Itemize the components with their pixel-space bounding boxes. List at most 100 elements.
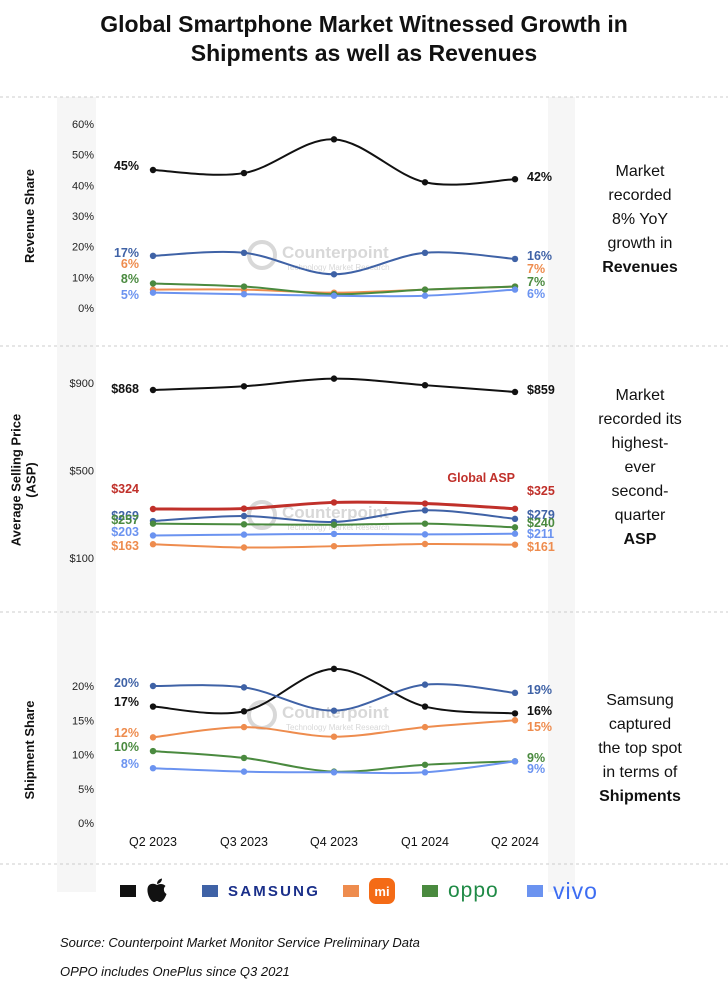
data-point-apple [421, 703, 429, 710]
legend: SAMSUNG mi oppo vivo [115, 873, 635, 909]
xiaomi-logo-text: mi [374, 883, 390, 899]
data-point-vivo [511, 530, 519, 537]
data-point-global [149, 505, 157, 513]
data-point-apple [240, 169, 248, 177]
data-point-vivo [330, 530, 338, 538]
data-point-oppo [149, 747, 157, 755]
data-point-xiaomi [149, 734, 157, 741]
oppo-logo: oppo [448, 879, 499, 902]
data-point-apple [511, 388, 519, 396]
start-value-label: 8% [121, 272, 139, 286]
legend-swatch [343, 885, 359, 897]
plot-inner-band [96, 97, 548, 892]
samsung-logo: SAMSUNG [228, 882, 321, 900]
footer-source: Source: Counterpoint Market Monitor Serv… [60, 935, 420, 950]
y-tick-label: 10% [72, 272, 94, 284]
data-point-oppo [511, 524, 519, 531]
data-point-vivo [330, 292, 338, 299]
y-tick-label: 20% [72, 242, 94, 254]
data-point-oppo [421, 286, 429, 293]
start-value-label: $324 [111, 482, 139, 496]
watermark-text: Counterpoint [282, 503, 389, 522]
data-point-apple [240, 383, 248, 390]
data-point-vivo [421, 531, 429, 538]
note-line: ever [624, 459, 656, 476]
note-line: the top spot [598, 740, 682, 757]
data-point-samsung [240, 684, 248, 691]
y-axis-label: Average Selling Price [9, 414, 24, 546]
watermark-tagline: Technology Market Research [286, 523, 390, 532]
end-value-label: 15% [527, 720, 552, 734]
note-line: Market [615, 387, 665, 404]
legend-apple [120, 873, 168, 909]
note-bold: ASP [623, 531, 657, 548]
data-point-global [330, 499, 338, 506]
x-tick-label: Q2 2023 [129, 835, 177, 849]
data-point-oppo [240, 521, 248, 528]
apple-logo-icon [147, 878, 167, 902]
start-value-label: 17% [114, 695, 139, 709]
data-point-apple [149, 166, 157, 174]
end-value-label: 7% [527, 262, 545, 276]
data-point-xiaomi [511, 541, 519, 548]
y-tick-label: 5% [78, 784, 94, 796]
end-value-label: 16% [527, 704, 552, 718]
x-tick-label: Q3 2023 [220, 835, 268, 849]
note-line: highest- [611, 435, 669, 452]
data-point-apple [330, 136, 338, 143]
data-point-samsung [511, 255, 519, 263]
legend-swatch [120, 885, 136, 897]
y-tick-label: 60% [72, 119, 94, 131]
note-asp: Market recorded its highest- ever second… [565, 384, 715, 552]
data-point-vivo [149, 765, 157, 772]
data-point-xiaomi [240, 723, 248, 731]
note-revenues: Market recorded 8% YoY growth in Revenue… [565, 160, 715, 280]
note-shipments: Samsung captured the top spot in terms o… [565, 689, 715, 809]
data-point-xiaomi [240, 544, 248, 551]
data-point-apple [240, 708, 248, 715]
data-point-samsung [511, 689, 519, 697]
start-value-label: 12% [114, 726, 139, 740]
watermark-logo-icon [247, 500, 277, 530]
data-point-samsung [149, 252, 157, 260]
legend-swatch [422, 885, 438, 897]
x-tick-label: Q2 2024 [491, 835, 539, 849]
data-point-vivo [149, 532, 157, 539]
footer-note: OPPO includes OnePlus since Q3 2021 [60, 964, 290, 979]
watermark-tagline: Technology Market Research [286, 723, 390, 732]
data-point-samsung [330, 271, 338, 278]
data-point-samsung [240, 249, 248, 256]
end-value-label: 9% [527, 751, 545, 765]
note-bold: Shipments [599, 788, 681, 805]
data-point-global [240, 505, 248, 512]
data-point-xiaomi [330, 542, 338, 550]
data-point-apple [149, 703, 157, 710]
note-line: quarter [614, 507, 666, 524]
data-point-global [421, 500, 429, 507]
vivo-logo: vivo [553, 877, 598, 904]
note-line: recorded its [598, 411, 682, 428]
data-point-samsung [421, 249, 429, 256]
data-point-xiaomi [149, 541, 157, 548]
end-value-label: 16% [527, 249, 552, 263]
y-tick-label: $900 [70, 378, 94, 390]
data-point-apple [421, 179, 429, 186]
end-value-label: $859 [527, 383, 555, 397]
data-point-oppo [240, 754, 248, 762]
data-point-apple [149, 386, 157, 394]
watermark-text: Counterpoint [282, 243, 389, 262]
y-tick-label: $500 [70, 466, 94, 478]
end-value-label: 19% [527, 683, 552, 697]
data-point-samsung [421, 681, 429, 688]
end-value-label: $279 [527, 508, 555, 522]
data-point-vivo [330, 769, 338, 776]
data-point-oppo [240, 283, 248, 290]
data-point-global [511, 505, 519, 512]
data-point-vivo [511, 758, 519, 765]
note-line: recorded [608, 187, 672, 204]
watermark-tagline: Technology Market Research [286, 263, 390, 272]
data-point-samsung [330, 707, 338, 714]
y-tick-label: 50% [72, 150, 94, 162]
y-tick-label: 0% [78, 303, 94, 315]
data-point-xiaomi [421, 540, 429, 548]
